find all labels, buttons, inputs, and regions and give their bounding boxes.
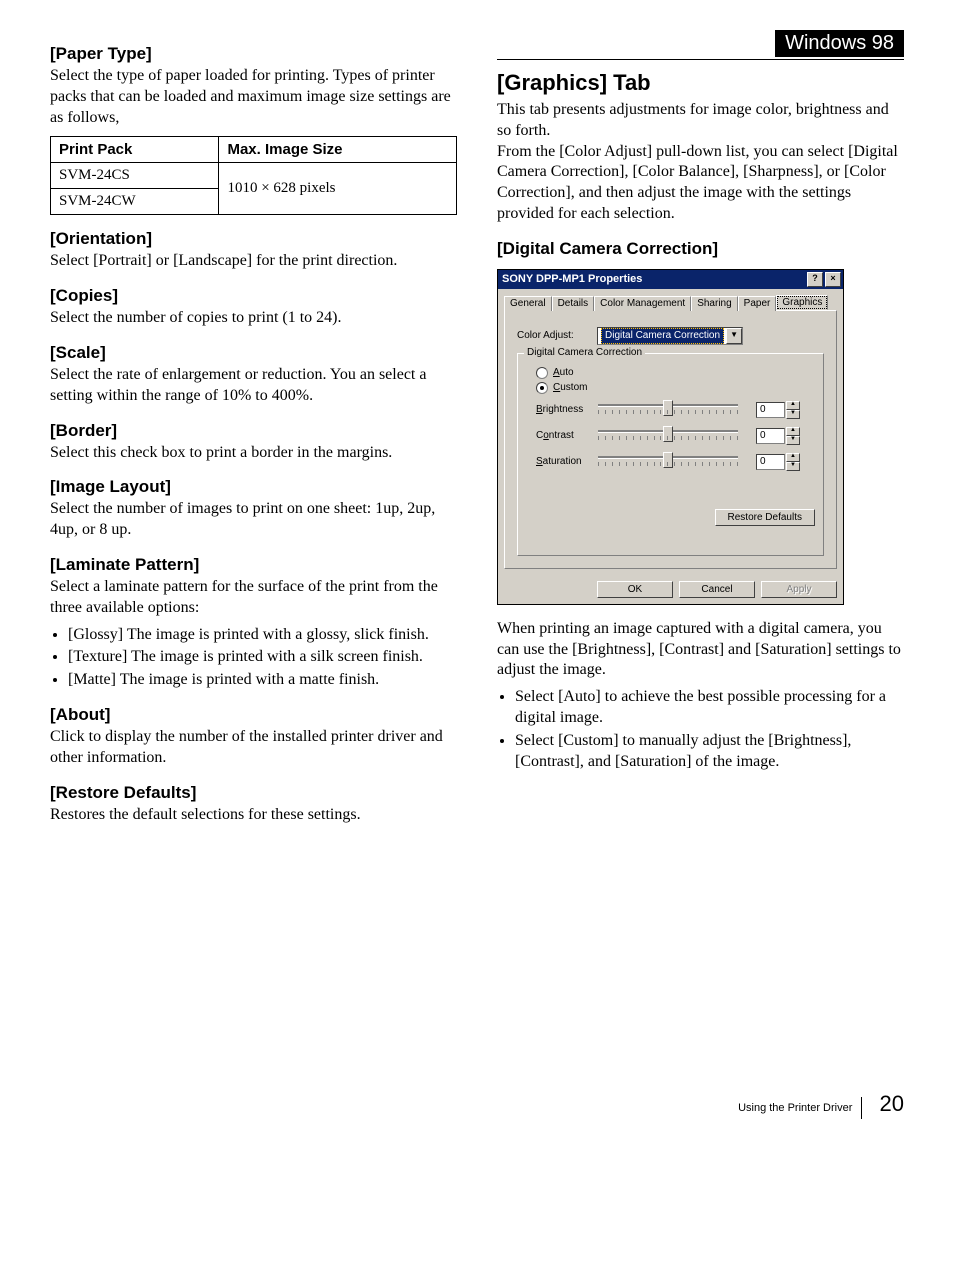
saturation-row: Saturation 0 ▲▼ xyxy=(536,452,815,472)
text-about: Click to display the number of the insta… xyxy=(50,727,457,769)
tab-strip: General Details Color Management Sharing… xyxy=(498,289,843,310)
text-restore: Restores the default selections for thes… xyxy=(50,805,457,826)
text-graphics-tab: This tab presents adjustments for image … xyxy=(497,100,904,225)
heading-graphics-tab: [Graphics] Tab xyxy=(497,70,904,96)
contrast-slider[interactable] xyxy=(598,426,738,446)
heading-digital-camera: [Digital Camera Correction] xyxy=(497,239,904,259)
radio-custom[interactable]: Custom xyxy=(536,382,815,394)
text-image-layout: Select the number of images to print on … xyxy=(50,499,457,541)
laminate-list: [Glossy] The image is printed with a glo… xyxy=(50,625,457,691)
list-item: [Texture] The image is printed with a si… xyxy=(68,647,457,668)
heading-orientation: [Orientation] xyxy=(50,229,457,249)
text-border: Select this check box to print a border … xyxy=(50,443,457,464)
left-column: [Paper Type] Select the type of paper lo… xyxy=(50,30,457,831)
table-header: Max. Image Size xyxy=(219,137,457,163)
digital-camera-group: Digital Camera Correction Auto Custom Br… xyxy=(517,353,824,556)
contrast-spinner[interactable]: ▲▼ xyxy=(786,427,800,445)
table-cell: SVM-24CW xyxy=(51,189,219,215)
tab-paper[interactable]: Paper xyxy=(738,296,777,311)
help-button[interactable]: ? xyxy=(807,272,823,287)
list-item: [Matte] The image is printed with a matt… xyxy=(68,670,457,691)
ok-button[interactable]: OK xyxy=(597,581,673,598)
text-after-dialog: When printing an image captured with a d… xyxy=(497,619,904,681)
text-orientation: Select [Portrait] or [Landscape] for the… xyxy=(50,251,457,272)
os-badge-block: Windows 98 xyxy=(497,30,904,60)
list-item: Select [Custom] to manually adjust the [… xyxy=(515,731,904,773)
close-button[interactable]: × xyxy=(825,272,841,287)
radio-icon xyxy=(536,367,548,379)
contrast-label: Contrast xyxy=(536,430,598,441)
text-copies: Select the number of copies to print (1 … xyxy=(50,308,457,329)
print-pack-table: Print Pack Max. Image Size SVM-24CS 1010… xyxy=(50,136,457,215)
contrast-row: Contrast 0 ▲▼ xyxy=(536,426,815,446)
footer-section: Using the Printer Driver xyxy=(738,1102,852,1114)
brightness-value[interactable]: 0 xyxy=(756,402,785,418)
table-header: Print Pack xyxy=(51,137,219,163)
text-scale: Select the rate of enlargement or reduct… xyxy=(50,365,457,407)
brightness-spinner[interactable]: ▲▼ xyxy=(786,401,800,419)
color-adjust-label: Color Adjust: xyxy=(517,330,597,341)
saturation-slider[interactable] xyxy=(598,452,738,472)
table-cell: 1010 × 628 pixels xyxy=(219,163,457,215)
dialog-button-row: OK Cancel Apply xyxy=(498,575,843,604)
saturation-value[interactable]: 0 xyxy=(756,454,785,470)
list-item: Select [Auto] to achieve the best possib… xyxy=(515,687,904,729)
tab-details[interactable]: Details xyxy=(552,296,595,311)
cancel-button[interactable]: Cancel xyxy=(679,581,755,598)
dialog-title: SONY DPP-MP1 Properties xyxy=(502,273,642,285)
heading-paper-type: [Paper Type] xyxy=(50,44,457,64)
heading-image-layout: [Image Layout] xyxy=(50,477,457,497)
chevron-down-icon[interactable]: ▼ xyxy=(726,328,742,344)
tab-panel: Color Adjust: Digital Camera Correction … xyxy=(504,310,837,569)
radio-label: Auto xyxy=(553,367,574,378)
list-item: [Glossy] The image is printed with a glo… xyxy=(68,625,457,646)
properties-dialog: SONY DPP-MP1 Properties ? × General Deta… xyxy=(497,269,844,605)
os-badge: Windows 98 xyxy=(775,30,904,57)
radio-icon xyxy=(536,382,548,394)
heading-border: [Border] xyxy=(50,421,457,441)
heading-about: [About] xyxy=(50,705,457,725)
combo-selected: Digital Camera Correction xyxy=(601,328,724,344)
color-adjust-combo[interactable]: Digital Camera Correction ▼ xyxy=(597,327,743,345)
heading-restore: [Restore Defaults] xyxy=(50,783,457,803)
tab-graphics[interactable]: Graphics xyxy=(776,295,828,310)
apply-button[interactable]: Apply xyxy=(761,581,837,598)
radio-auto[interactable]: Auto xyxy=(536,367,815,379)
text-paper-type: Select the type of paper loaded for prin… xyxy=(50,66,457,128)
contrast-value[interactable]: 0 xyxy=(756,428,785,444)
group-title: Digital Camera Correction xyxy=(524,347,645,358)
table-cell: SVM-24CS xyxy=(51,163,219,189)
heading-scale: [Scale] xyxy=(50,343,457,363)
heading-laminate: [Laminate Pattern] xyxy=(50,555,457,575)
saturation-spinner[interactable]: ▲▼ xyxy=(786,453,800,471)
saturation-label: Saturation xyxy=(536,456,598,467)
tab-general[interactable]: General xyxy=(504,296,552,311)
dialog-titlebar[interactable]: SONY DPP-MP1 Properties ? × xyxy=(498,270,843,289)
brightness-row: Brightness 0 ▲▼ xyxy=(536,400,815,420)
text-laminate: Select a laminate pattern for the surfac… xyxy=(50,577,457,619)
radio-label: Custom xyxy=(553,382,587,393)
brightness-label: Brightness xyxy=(536,404,598,415)
auto-custom-list: Select [Auto] to achieve the best possib… xyxy=(497,687,904,772)
tab-color-management[interactable]: Color Management xyxy=(594,296,691,311)
brightness-slider[interactable] xyxy=(598,400,738,420)
right-column: Windows 98 [Graphics] Tab This tab prese… xyxy=(497,30,904,831)
page-number: 20 xyxy=(880,1091,904,1116)
restore-defaults-button[interactable]: Restore Defaults xyxy=(715,509,815,526)
page-footer: Using the Printer Driver 20 xyxy=(50,1091,904,1119)
tab-sharing[interactable]: Sharing xyxy=(691,296,737,311)
heading-copies: [Copies] xyxy=(50,286,457,306)
